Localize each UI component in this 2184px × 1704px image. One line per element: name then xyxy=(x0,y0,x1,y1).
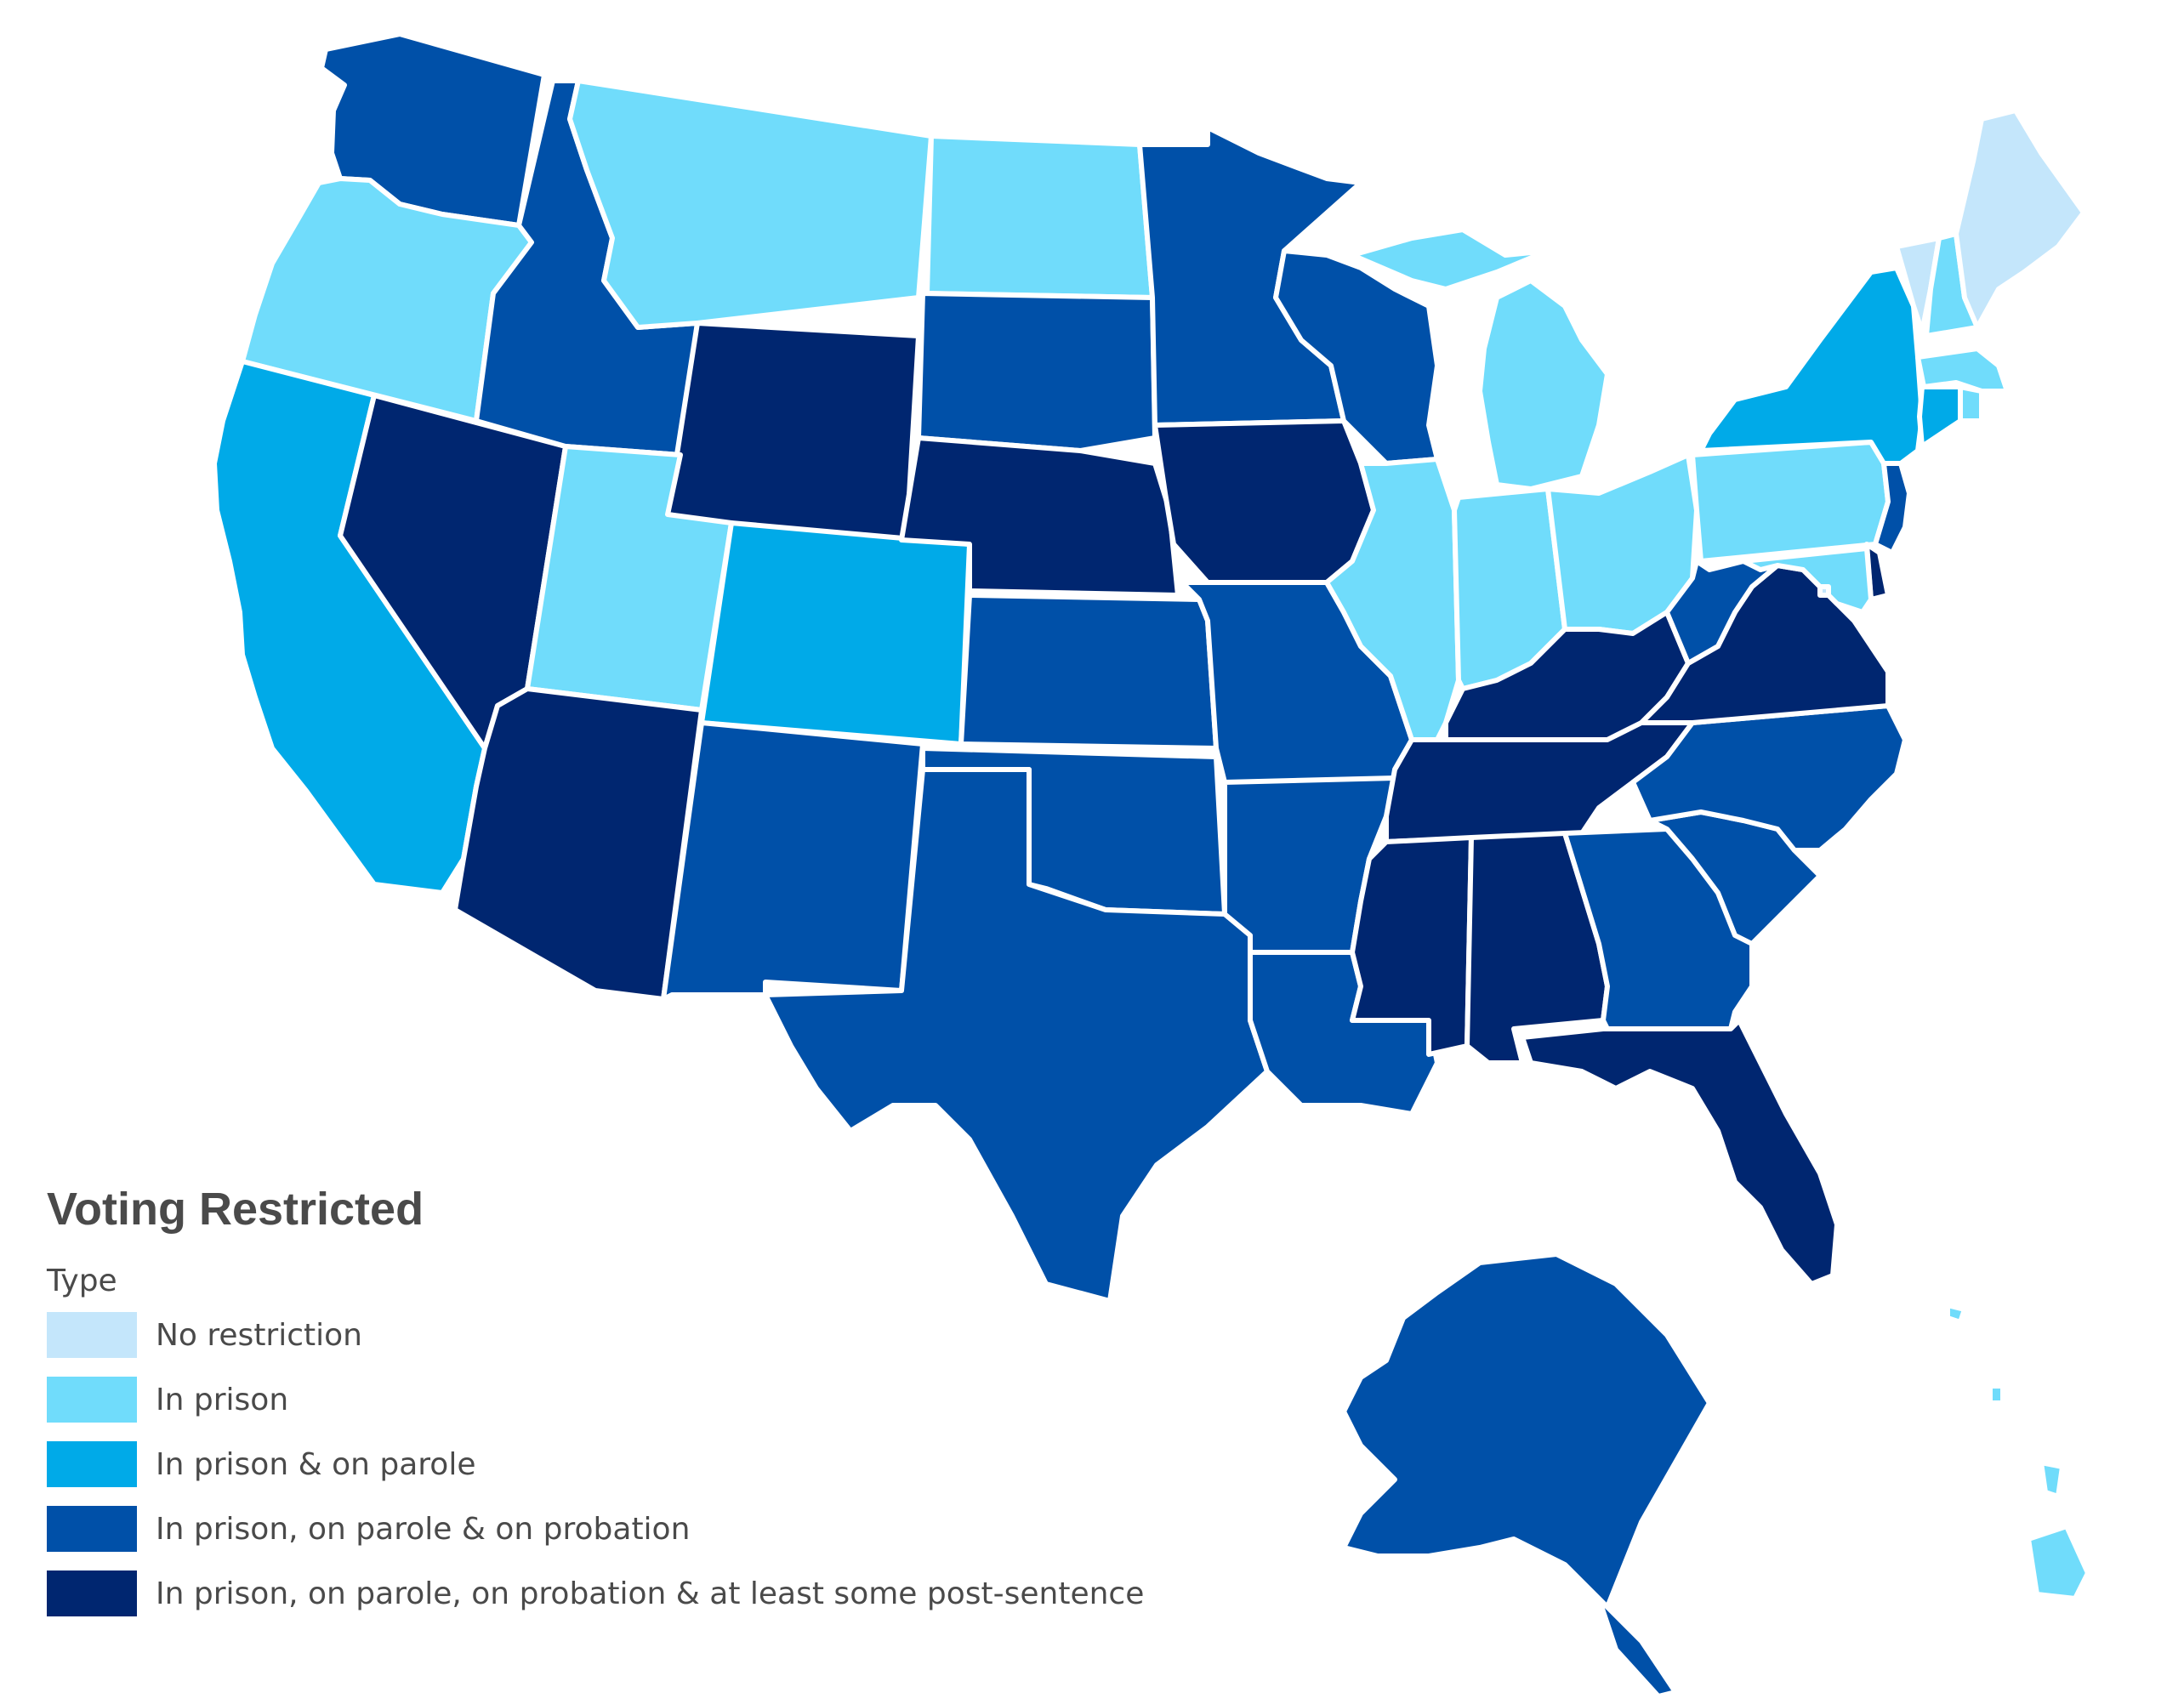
state-maine[interactable] xyxy=(1954,108,2086,330)
legend-swatch xyxy=(47,1377,137,1423)
state-montana[interactable] xyxy=(567,78,934,330)
legend-swatch xyxy=(47,1312,137,1358)
state-rhode-island[interactable] xyxy=(1958,384,1984,423)
state-michigan[interactable] xyxy=(1350,227,1610,491)
state-maryland[interactable] xyxy=(1741,546,1874,615)
state-arizona[interactable] xyxy=(452,686,704,1002)
state-north-carolina[interactable] xyxy=(1630,703,1908,853)
state-south-dakota[interactable] xyxy=(916,291,1157,453)
legend-item-prison-parole-probation: In prison, on parole & on probation xyxy=(47,1506,1237,1552)
state-new-york[interactable] xyxy=(1698,265,1925,466)
map-legend: Voting Restricted Type No restriction In… xyxy=(47,1186,1237,1635)
state-hawaii[interactable] xyxy=(1945,1303,2090,1601)
state-kansas[interactable] xyxy=(958,593,1219,751)
state-wisconsin[interactable] xyxy=(1273,248,1440,466)
state-florida[interactable] xyxy=(1520,1018,1840,1287)
state-nebraska[interactable] xyxy=(899,435,1180,598)
legend-label: In prison xyxy=(156,1382,289,1417)
state-connecticut[interactable] xyxy=(1917,384,1963,449)
legend-item-post-sentence: In prison, on parole, on probation & at … xyxy=(47,1571,1237,1616)
state-north-dakota[interactable] xyxy=(924,133,1155,300)
state-iowa[interactable] xyxy=(1152,418,1376,585)
legend-label: In prison, on parole, on probation & at … xyxy=(156,1576,1145,1611)
legend-swatch xyxy=(47,1506,137,1552)
legend-label: In prison, on parole & on probation xyxy=(156,1511,691,1547)
legend-label: No restriction xyxy=(156,1317,362,1353)
legend-swatch xyxy=(47,1441,137,1487)
state-colorado[interactable] xyxy=(699,520,972,747)
legend-swatch xyxy=(47,1571,137,1616)
state-alaska[interactable] xyxy=(1341,1252,1712,1699)
state-new-jersey[interactable] xyxy=(1873,461,1912,555)
state-new-mexico[interactable] xyxy=(661,720,925,1002)
state-texas[interactable] xyxy=(763,767,1270,1304)
legend-label: In prison & on parole xyxy=(156,1446,476,1482)
state-mississippi[interactable] xyxy=(1350,835,1474,1057)
legend-item-prison-parole: In prison & on parole xyxy=(47,1441,1237,1487)
legend-title: Voting Restricted xyxy=(47,1184,424,1235)
legend-subtitle: Type xyxy=(47,1264,117,1298)
state-pennsylvania[interactable] xyxy=(1690,440,1891,564)
state-district-of-columbia[interactable] xyxy=(1817,584,1831,598)
legend-item-no-restriction: No restriction xyxy=(47,1312,1237,1358)
legend-item-in-prison: In prison xyxy=(47,1377,1237,1423)
